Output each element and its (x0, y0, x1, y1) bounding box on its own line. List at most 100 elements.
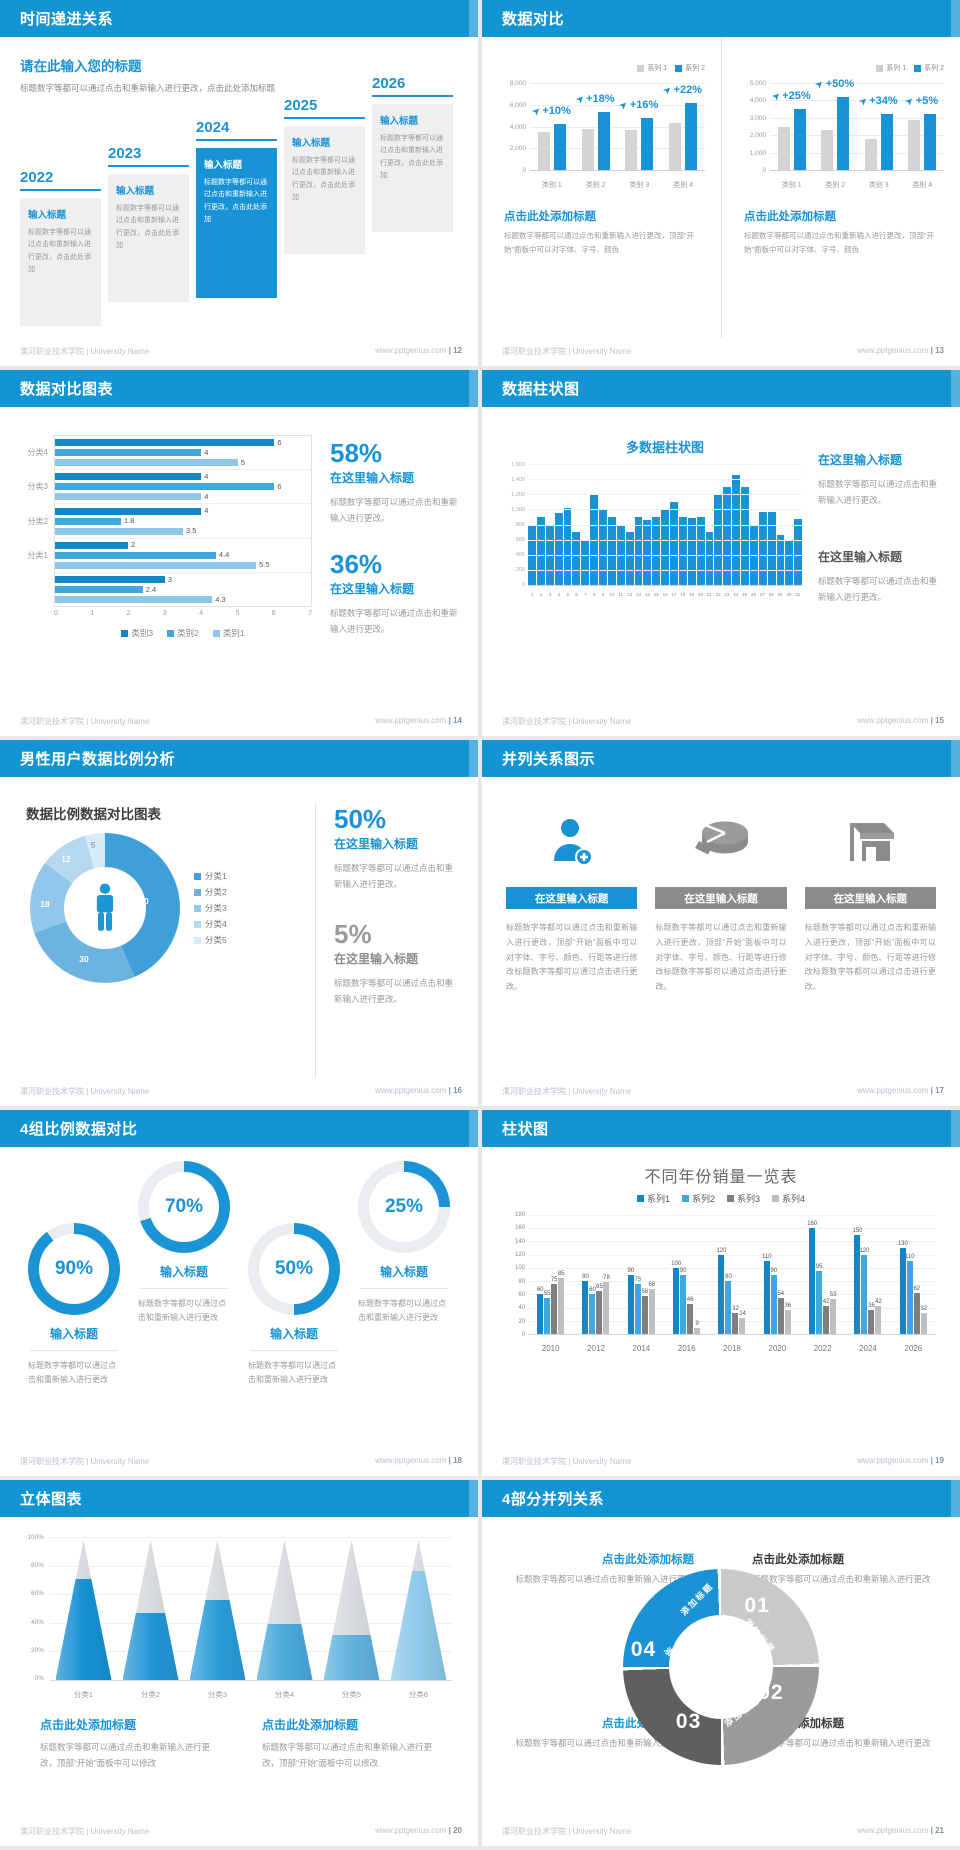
y-tick-label: 0 (762, 166, 766, 174)
y-tick-label: 600 (515, 537, 525, 543)
gridline (530, 126, 705, 128)
bar (680, 1274, 687, 1334)
footer-site: www.pptgenius.com | 16 (375, 1086, 462, 1097)
bar-group: 4 6 4 (55, 470, 311, 505)
y-axis-labels: 100% 80% 60% 40% 20% 0% (10, 1534, 50, 1682)
bar-slot: 100 (671, 1215, 681, 1334)
bar (55, 449, 202, 457)
comparison-chart-right: 系列 1 系列 2 5,000 4,000 3,000 2,000 1,000 0 ➤ +25% ➤… (721, 37, 960, 338)
chart-area: 100% 80% 60% 40% 20% 0% (10, 1534, 468, 1685)
gridline (50, 1651, 452, 1653)
series2-bar (837, 96, 850, 170)
slide-body: 90% 输入标题 标题数字等都可以通过点击和重新输入进行更改 70% 输入标题 标题数字等… (0, 1147, 478, 1448)
timeline-item: 2026 输入标题 标题数字等都可以通过点击和重新输入进行更改，点击此处添加 (372, 75, 453, 326)
slide-3d-chart[interactable]: 立体图表 100% 80% 60% 40% 20% 0% 分类1 分类2 分类3 分类4 分类5 分类… (0, 1480, 478, 1846)
cone (323, 1540, 380, 1680)
footer-page-number: | 15 (930, 716, 944, 725)
footer-page-number: | 17 (930, 1086, 944, 1095)
comparison-chart-left: 系列 1 系列 2 8,000 6,000 4,000 2,000 0 ➤ +10% ➤ +18% ➤… (482, 37, 721, 338)
footer-site-url: www.pptgenius.com (375, 1086, 449, 1095)
x-axis-labels: 0 1 2 3 4 5 6 7 (54, 610, 312, 617)
x-tick-label: 分类4 (274, 1690, 295, 1699)
bar-value: 60 (536, 1287, 544, 1294)
legend-swatch (194, 872, 201, 880)
ratio-item: 90% 输入标题 标题数字等都可以通过点击和重新输入进行更改 (24, 1223, 124, 1448)
slide-male-user-ratio[interactable]: 男性用户数据比例分析 数据比例数据对比图表 503018125 分类1分类2分类… (0, 740, 478, 1106)
slide-title: 数据对比 (502, 11, 565, 28)
bar-value: 3.5 (186, 526, 197, 536)
slide-data-column-chart[interactable]: 数据柱状图 多数据柱状图 1,600 1,400 1,200 1,000 800 600 4… (482, 370, 960, 736)
legend-label: 系列1 (646, 1194, 670, 1204)
timeline-year: 2022 (20, 169, 101, 191)
bar (913, 1293, 920, 1334)
x-tick-label: 30 (786, 592, 792, 597)
slide-column-chart[interactable]: 柱状图 不同年份销量一览表 系列1 系列2 系列3 系列4 180 160 140 120 1… (482, 1110, 960, 1476)
timeline-box-body: 标题数字等都可以通过点击和重新输入进行更改，点击此处添加 (380, 135, 443, 179)
cone (256, 1540, 313, 1680)
cone-shade (323, 1540, 380, 1680)
bar-value: 75 (634, 1277, 642, 1284)
slide-four-part-relationship[interactable]: 4部分并列关系 点击此处添加标题 标题数字等都可以通过点击和重新输入进行更改 点… (482, 1480, 960, 1846)
ring-hole (259, 1234, 329, 1304)
bar-slot: 160 (807, 1215, 817, 1334)
slide-data-comparison[interactable]: 数据对比 系列 1 系列 2 8,000 6,000 4,000 2,000 0 ➤ +10% ➤… (482, 0, 960, 366)
series1-bar (581, 128, 594, 170)
x-tick-label: 19 (689, 592, 695, 597)
x-tick-label: 1 (90, 610, 95, 617)
item-title-bar: 在这里输入标题 (506, 887, 638, 909)
legend-swatch (681, 1195, 689, 1202)
bar-value: 150 (852, 1227, 863, 1234)
section-heading: 点击此处添加标题 (504, 211, 596, 223)
bar (809, 1228, 816, 1334)
series1-bar (669, 123, 682, 170)
gridline (770, 152, 944, 154)
slide-parallel-relationship[interactable]: 并列关系图示 在这里输入标题 标题数字等都可以通过点击和重新输入进行更改，顶部“… (482, 740, 960, 1106)
legend-label: 分类3 (205, 903, 227, 913)
slide-body: 请在此输入您的标题 标题数字等都可以通过点击和重新输入进行更改，点击此处添加标题… (0, 37, 478, 338)
bar (625, 532, 634, 585)
bar-group: 2 4.4 5.5 (55, 539, 311, 573)
bar-row: 4.4 (55, 551, 311, 559)
bar (785, 540, 794, 585)
horizontal-bar-chart: 分类4 分类3 分类2 分类1 6 4 5 4 6 4 4 1.8 3.5 2 4.4 5.5 3 2.4 4.3 0… (20, 435, 312, 708)
growth-value: +10% (542, 105, 571, 118)
bar-slot: 68 (648, 1215, 655, 1334)
slide-title: 时间递进关系 (20, 11, 114, 28)
ring-hole (149, 1172, 219, 1242)
y-tick-label: 40% (30, 1618, 44, 1626)
bar (661, 509, 669, 585)
growth-label: ➤ +10% (520, 105, 584, 119)
gridline (770, 117, 944, 119)
x-tick-label: 3 (548, 592, 552, 597)
x-axis-labels: 2010 2012 2014 2016 2018 2020 2022 2024 2026 (528, 1344, 936, 1353)
legend-label: 系列4 (782, 1194, 806, 1204)
slide-time-progression[interactable]: 时间递进关系 请在此输入您的标题 标题数字等都可以通过点击和重新输入进行更改，点… (0, 0, 478, 366)
footer-page-number: | 19 (930, 1456, 944, 1465)
x-axis-labels: 分类1 分类2 分类3 分类4 分类5 分类6 (50, 1689, 468, 1700)
bar-row: 4 (55, 507, 311, 515)
slide-comparison-bar-chart[interactable]: 数据对比图表 分类4 分类3 分类2 分类1 6 4 5 4 6 4 4 1.8 3.5 2 4.4 5.5 3… (0, 370, 478, 736)
donut: 503018125 (30, 833, 180, 983)
slide-four-ratio-comparison[interactable]: 4组比例数据对比 90% 输入标题 标题数字等都可以通过点击和重新输入进行更改 70%… (0, 1110, 478, 1476)
bar-value: 2 (131, 540, 136, 550)
cone-shade (256, 1540, 313, 1680)
legend-item: 系列1 (636, 1192, 670, 1205)
gridline (528, 554, 802, 556)
footer-site-url: www.pptgenius.com (857, 346, 931, 355)
x-tick-label: 29 (777, 592, 783, 597)
y-tick-label: 3,000 (749, 114, 766, 122)
slide-title: 男性用户数据比例分析 (20, 751, 176, 768)
bar-group: ➤ +25% (770, 83, 814, 170)
bar (536, 516, 545, 585)
slide-footer: 漯河职业技术学院 | University Name www.pptgenius.… (502, 1456, 944, 1467)
series2-bar (793, 109, 806, 170)
gridline (770, 100, 944, 102)
timeline-box: 输入标题 标题数字等都可以通过点击和重新输入进行更改，点击此处添加 (196, 148, 277, 298)
bar-slot: 62 (913, 1215, 920, 1334)
bar-group: 6 4 5 (55, 436, 311, 471)
progress-ring: 90% (28, 1223, 120, 1315)
footer-school-name: 漯河职业技术学院 | University Name (20, 347, 150, 356)
timeline: 2022 输入标题 标题数字等都可以通过点击和重新输入进行更改，点击此处添加 2023… (20, 37, 458, 326)
slide-header: 并列关系图示 (482, 740, 960, 777)
footer-school-name: 漯河职业技术学院 | University Name (20, 1457, 150, 1466)
